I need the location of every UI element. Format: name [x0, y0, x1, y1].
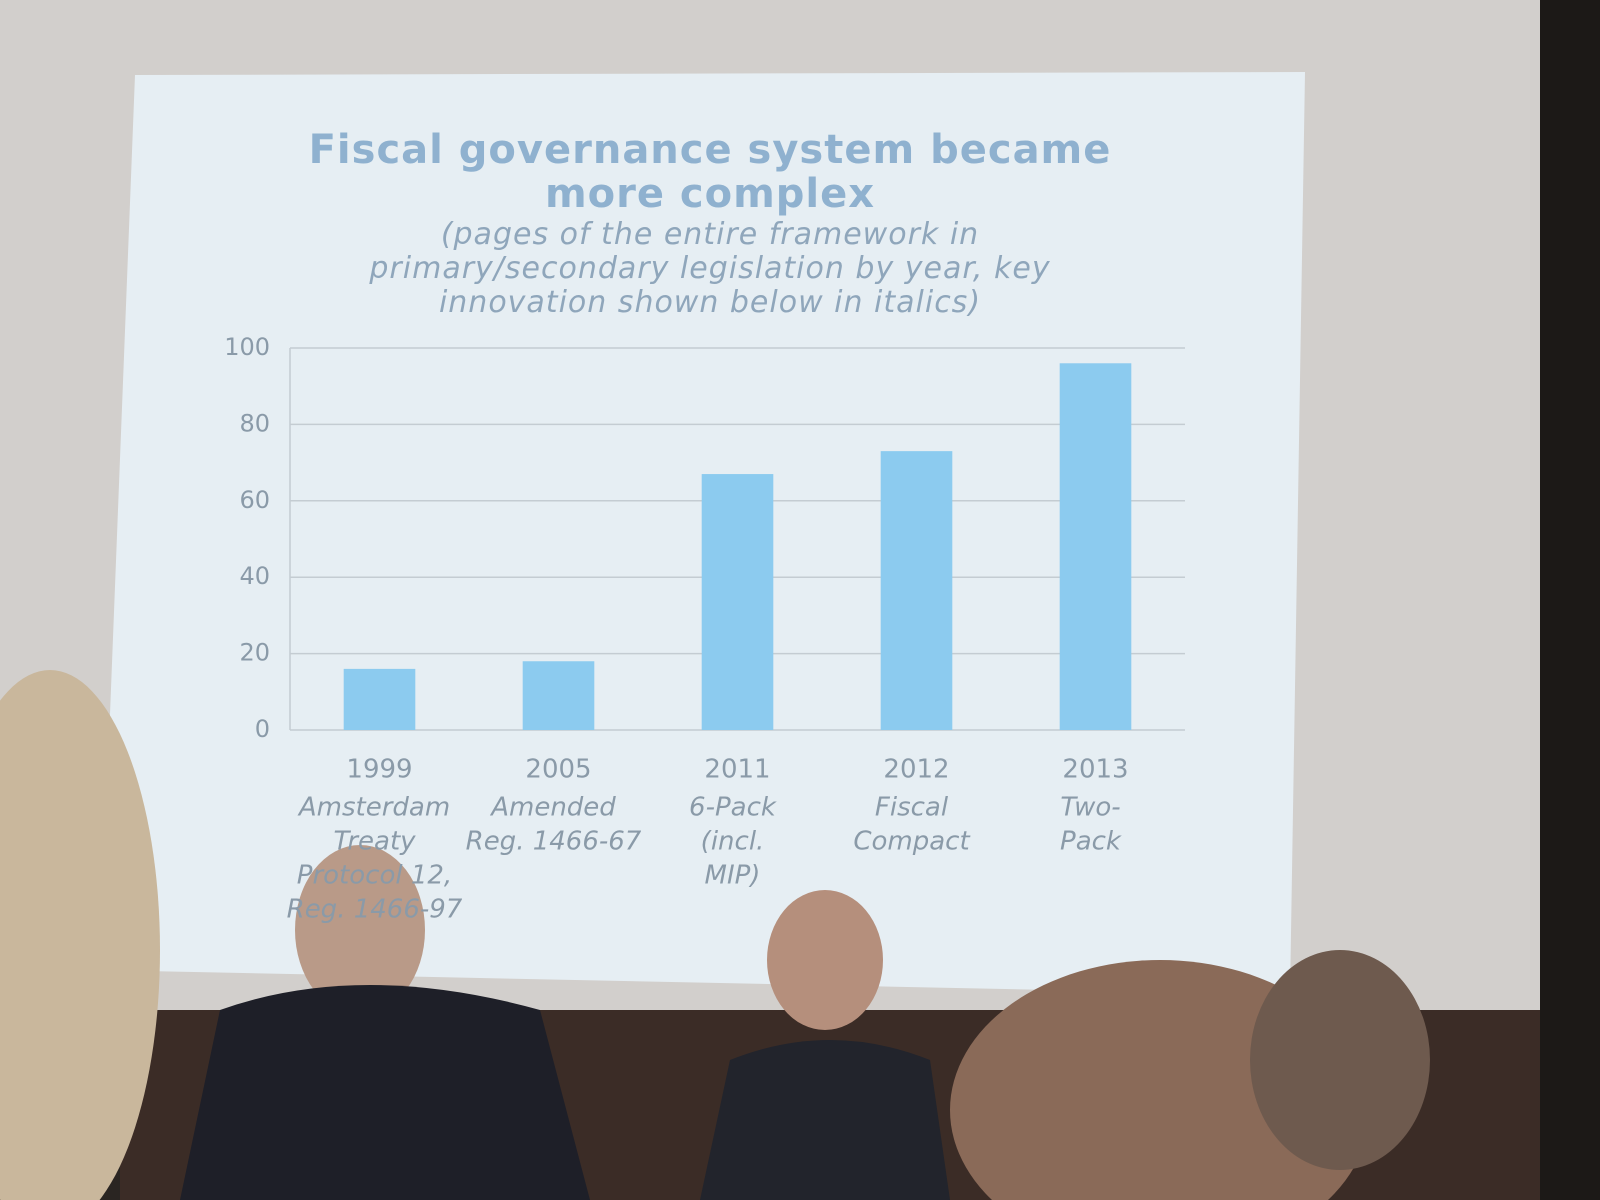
speaker-body [180, 985, 590, 1200]
category-note: Protocol 12, [297, 861, 452, 891]
bar [701, 474, 774, 730]
y-tick-label: 0 [255, 715, 270, 743]
chart-title: Fiscal governance system became more com… [308, 127, 1112, 217]
x-tick-label: 2005 [525, 755, 591, 785]
category-note: Fiscal [875, 793, 949, 823]
x-tick-label: 2013 [1062, 755, 1128, 785]
y-tick-label: 60 [239, 486, 270, 514]
y-tick-label: 40 [239, 562, 270, 590]
category-note: Treaty [333, 827, 416, 857]
y-tick-label: 20 [239, 639, 270, 667]
speaker-head [295, 845, 425, 1015]
bar [343, 668, 416, 730]
category-note: Reg. 1466-97 [287, 895, 463, 925]
bar [522, 661, 595, 730]
y-tick-label: 80 [239, 409, 270, 437]
audience-head [1250, 950, 1430, 1170]
y-tick-label: 100 [224, 333, 270, 361]
category-note: MIP) [705, 861, 761, 891]
bar [1059, 363, 1132, 730]
category-note: (incl. [701, 827, 765, 857]
x-tick-label: 2012 [883, 755, 949, 785]
category-note: 6-Pack [689, 793, 777, 823]
panelist-head [767, 890, 883, 1030]
category-note: Reg. 1466-67 [466, 827, 642, 857]
category-note: Amsterdam [297, 793, 450, 823]
category-note: Pack [1060, 827, 1122, 857]
wall [1540, 0, 1600, 1200]
bar [880, 451, 953, 730]
audience-head [0, 670, 160, 1200]
category-note: Two- [1060, 793, 1120, 823]
category-note: Compact [853, 827, 970, 857]
panelist-body [700, 1040, 950, 1200]
category-note: Amended [489, 793, 616, 823]
x-tick-label: 1999 [346, 755, 412, 785]
chart-subtitle: (pages of the entire framework in primar… [369, 217, 1051, 320]
x-tick-label: 2011 [704, 755, 770, 785]
